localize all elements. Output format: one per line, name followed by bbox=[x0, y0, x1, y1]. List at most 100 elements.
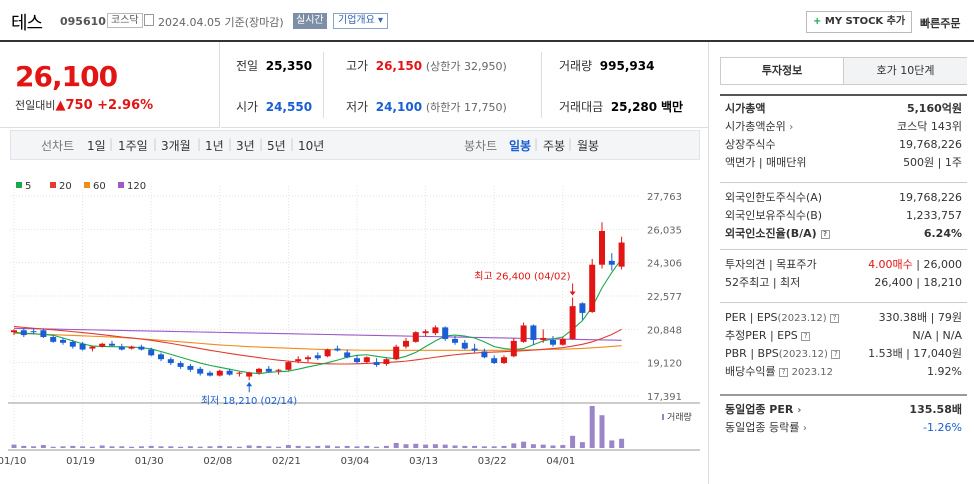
peer-per-value: 135.58배 bbox=[909, 403, 962, 416]
open-value: 24,550 bbox=[265, 100, 313, 114]
candle-body bbox=[177, 363, 184, 367]
help-icon[interactable]: ? bbox=[831, 349, 841, 359]
foreign-ratio-row: 외국인소진율(B/A) ? 6.24% bbox=[725, 225, 962, 243]
par-value-label: 액면가 | 매매단위 bbox=[725, 156, 807, 169]
moving-average-ma60 bbox=[13, 332, 622, 351]
help-icon[interactable]: ? bbox=[779, 367, 789, 377]
foreign-hold-value: 1,233,757 bbox=[906, 209, 962, 222]
candle-body bbox=[452, 338, 458, 343]
tab-invest-info[interactable]: 투자정보 bbox=[721, 58, 844, 84]
market-badge: 코스닥 bbox=[107, 13, 143, 28]
volume-bar bbox=[403, 444, 409, 448]
candle-body bbox=[491, 358, 498, 364]
market-cap-rank-row: 시가총액순위 › 코스닥 143위 bbox=[725, 118, 962, 136]
low-annotation: 최저 18,210 (02/14) bbox=[201, 395, 297, 407]
candle-body bbox=[324, 349, 331, 357]
volume-legend-label: 거래량 bbox=[667, 411, 692, 423]
prev-close-label: 전일 bbox=[236, 59, 259, 73]
change-label: 전일대비 bbox=[15, 99, 56, 112]
market-cap-value: 5,160억원 bbox=[906, 102, 962, 115]
volume-bar bbox=[138, 446, 144, 448]
line-chart-label: 선차트 bbox=[41, 139, 75, 153]
document-icon bbox=[144, 14, 154, 26]
tab-monthly[interactable]: 월봉 bbox=[577, 139, 600, 153]
divider bbox=[323, 52, 324, 118]
volume-bar bbox=[491, 446, 497, 448]
my-stock-add-label: MY STOCK 추가 bbox=[824, 16, 906, 27]
pbr-row: PBR | BPS(2023.12) ? 1.53배 | 17,040원 bbox=[725, 345, 962, 363]
trade-amount: 거래대금 25,280 백만 bbox=[559, 98, 683, 115]
high-value: 26,150 bbox=[375, 59, 423, 73]
market-cap-section: 시가총액 5,160억원 시가총액순위 › 코스닥 143위 상장주식수 19,768… bbox=[720, 94, 967, 229]
x-tick-label: 01/10 bbox=[0, 456, 26, 467]
y-tick-label: 17,391 bbox=[647, 392, 682, 403]
tab-separator: | bbox=[568, 137, 573, 151]
pbr-label: PBR | BPS bbox=[725, 347, 779, 360]
left-panel: 26,100 전일대비▲750 +2.96% 전일 25,350 고가 26,1… bbox=[0, 42, 708, 484]
x-tick-label: 04/01 bbox=[546, 456, 575, 467]
volume-bar bbox=[521, 441, 527, 448]
volume-bar bbox=[413, 443, 419, 448]
candle-body bbox=[422, 331, 429, 334]
current-price-box: 26,100 전일대비▲750 +2.96% bbox=[0, 42, 220, 128]
volume-bar bbox=[364, 445, 370, 448]
tab-1d[interactable]: 1일 bbox=[87, 139, 106, 153]
help-icon[interactable]: ? bbox=[820, 229, 830, 239]
chevron-right-icon: › bbox=[802, 423, 807, 434]
tab-3y[interactable]: 3년 bbox=[236, 139, 255, 153]
candle-body bbox=[207, 372, 213, 376]
volume-bar bbox=[187, 446, 193, 448]
my-stock-add-button[interactable]: + MY STOCK 추가 bbox=[806, 11, 913, 33]
help-icon[interactable]: ? bbox=[801, 331, 811, 341]
tab-weekly[interactable]: 주봉 bbox=[543, 139, 566, 153]
volume-bar bbox=[334, 446, 340, 448]
realtime-badge[interactable]: 실시간 bbox=[293, 13, 327, 29]
legend-label: 60 bbox=[93, 181, 106, 192]
volume-bar bbox=[168, 446, 174, 448]
candle-body bbox=[354, 358, 360, 363]
tab-10y[interactable]: 10년 bbox=[298, 139, 325, 153]
invest-info-panel: 투자정보 호가 10단계 시가총액 5,160억원 시가총액순위 › 코스닥 143… bbox=[708, 42, 974, 484]
tab-orderbook-10[interactable]: 호가 10단계 bbox=[844, 58, 967, 84]
tab-5y[interactable]: 5년 bbox=[267, 139, 286, 153]
dividend-row: 배당수익률 ? 2023.12 1.92% bbox=[725, 363, 962, 381]
volume-bar bbox=[227, 446, 233, 448]
candle-body bbox=[589, 264, 596, 312]
moving-average-ma5 bbox=[13, 258, 623, 375]
candle-body bbox=[569, 306, 576, 339]
low-price: 저가 24,100 (하한가 17,750) bbox=[346, 98, 507, 115]
tab-3m[interactable]: 3개월 bbox=[161, 139, 191, 153]
candle-body bbox=[314, 355, 321, 359]
volume-bar bbox=[40, 445, 46, 448]
tab-separator: | bbox=[534, 137, 539, 151]
candle-body bbox=[20, 330, 27, 336]
candle-body bbox=[559, 338, 566, 345]
company-overview-dropdown[interactable]: 기업개요 ▾ bbox=[333, 13, 389, 29]
change-percent: +2.96% bbox=[97, 98, 154, 113]
volume-bar bbox=[393, 442, 399, 448]
high-arrow-head bbox=[569, 291, 576, 296]
candle-body bbox=[246, 372, 253, 377]
volume-bar bbox=[246, 445, 252, 448]
candle-body bbox=[442, 327, 449, 339]
peer-per-label: 동일업종 PER bbox=[725, 403, 794, 416]
legend-swatch bbox=[118, 182, 124, 188]
volume-bar bbox=[295, 445, 301, 448]
candle-body bbox=[599, 230, 605, 265]
market-cap-rank-label: 시가총액순위 bbox=[725, 120, 786, 133]
peer-section: 동일업종 PER › 135.58배 동일업종 등락률 › -1.26% bbox=[720, 394, 967, 442]
tab-1y[interactable]: 1년 bbox=[205, 139, 224, 153]
candle-body bbox=[412, 332, 419, 342]
opinion-label: 투자의견 | 목표주가 bbox=[725, 258, 817, 271]
volume-bar bbox=[570, 435, 576, 448]
tab-daily[interactable]: 일봉 bbox=[509, 139, 532, 153]
x-tick-label: 02/21 bbox=[272, 456, 301, 467]
up-arrow-icon: ▲ bbox=[55, 98, 66, 113]
help-icon[interactable]: ? bbox=[830, 313, 840, 323]
candle-body bbox=[520, 325, 527, 342]
tab-1w[interactable]: 1주일 bbox=[118, 139, 148, 153]
volume-bar bbox=[383, 445, 389, 448]
low-value: 24,100 bbox=[375, 100, 423, 114]
candle-body bbox=[383, 359, 390, 365]
quick-order-link[interactable]: 빠른주문 bbox=[920, 17, 961, 30]
